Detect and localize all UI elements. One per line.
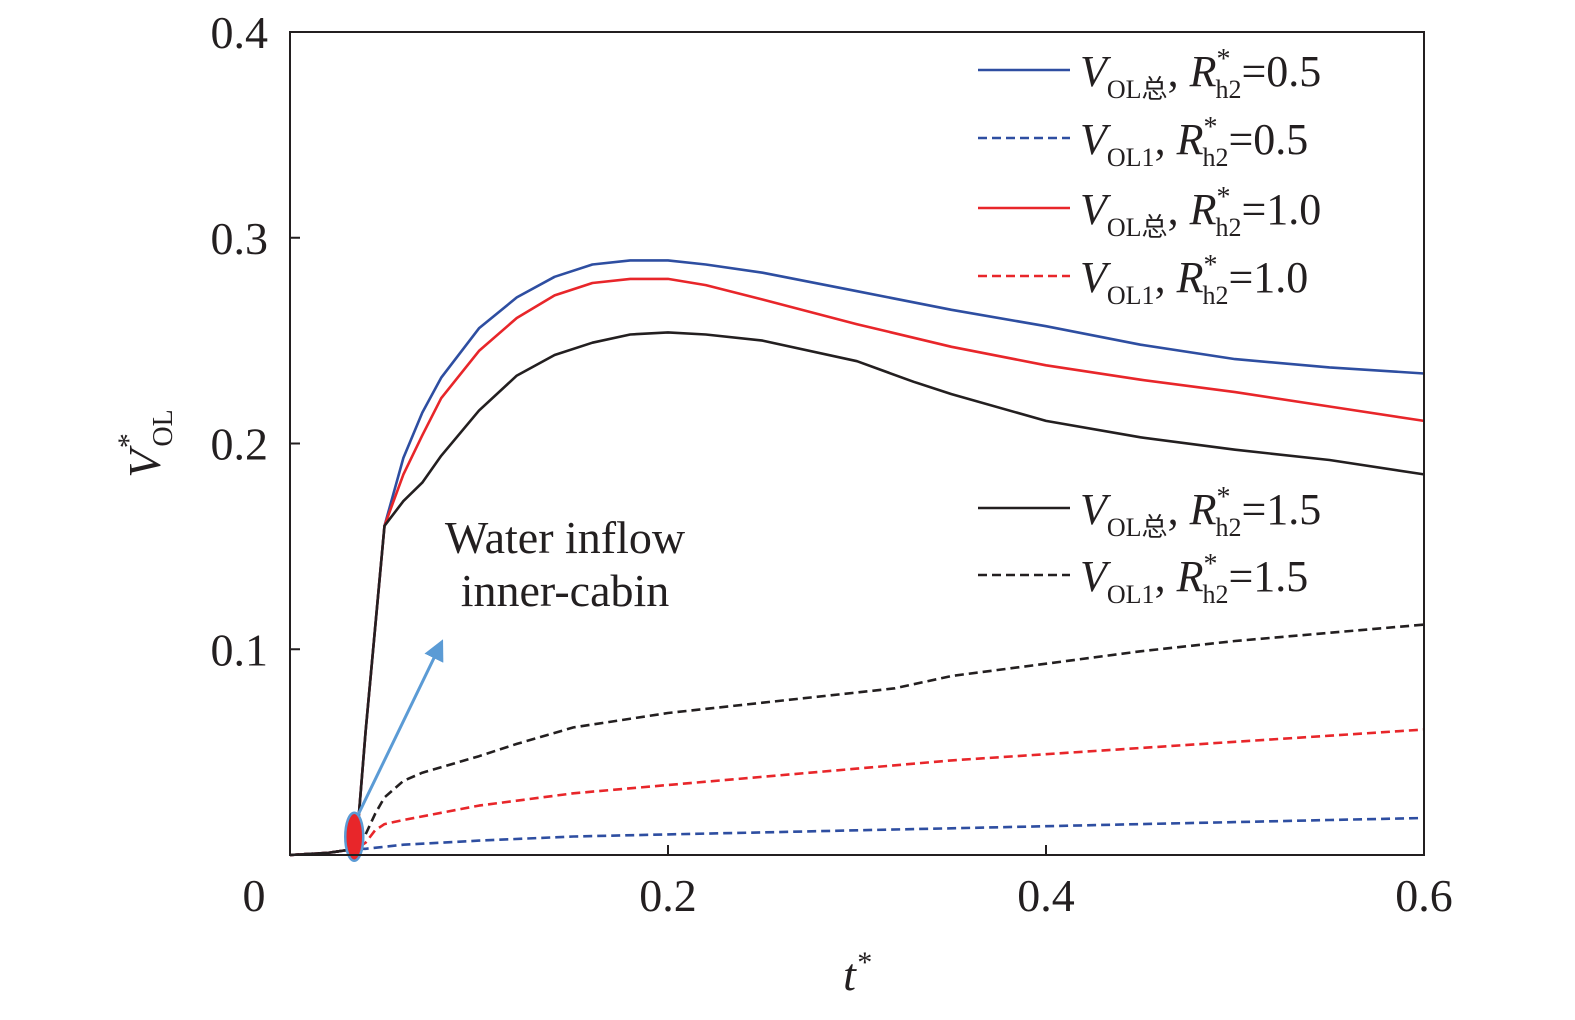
legend-label: VOL总, R* h2=0.5 bbox=[1080, 44, 1321, 104]
legend-label: VOL总, R* h2=1.5 bbox=[1080, 482, 1321, 542]
legend-item: VOL总, R* h2=1.0 bbox=[978, 182, 1321, 242]
series-line-2 bbox=[289, 816, 1425, 857]
y-axis: 0.1 0.2 0.3 0.4 bbox=[211, 7, 300, 675]
series-line-4 bbox=[289, 728, 1425, 857]
annotation-text-line: Water inflow bbox=[445, 512, 686, 563]
y-tick-label: 0.1 bbox=[211, 624, 269, 675]
annotation-text-line: inner-cabin bbox=[461, 565, 670, 616]
legend-label: VOL总, R* h2=1.0 bbox=[1080, 182, 1321, 242]
legend-item: VOL总, R* h2=0.5 bbox=[978, 44, 1321, 104]
legend-label: VOL1, R* h2=1.5 bbox=[1080, 549, 1308, 609]
annotation-marker bbox=[344, 811, 365, 862]
legend-item: VOL1, R* h2=1.5 bbox=[978, 549, 1308, 609]
x-tick-label: 0.6 bbox=[1395, 870, 1453, 921]
y-axis-label-main: V bbox=[119, 445, 170, 478]
x-tick-label: 0.4 bbox=[1017, 870, 1075, 921]
x-tick-label: 0.2 bbox=[639, 870, 697, 921]
y-axis-label-sup: * bbox=[112, 435, 145, 450]
y-axis-label: V* OL bbox=[112, 409, 179, 477]
legend-item: VOL总, R* h2=1.5 bbox=[978, 482, 1321, 542]
x-axis-label-main: t bbox=[843, 949, 857, 1000]
legend-item: VOL1, R* h2=0.5 bbox=[978, 112, 1308, 172]
x-tick-label: 0 bbox=[243, 870, 266, 921]
y-tick-label: 0.2 bbox=[211, 419, 269, 470]
y-axis-label-sub: OL bbox=[148, 409, 179, 446]
x-axis: 0 0.2 0.4 0.6 bbox=[243, 845, 1453, 921]
x-axis-label: t* bbox=[843, 946, 871, 1000]
y-tick-label: 0.4 bbox=[211, 7, 269, 58]
series-line-5 bbox=[289, 331, 1425, 857]
legend-item: VOL1, R* h2=1.0 bbox=[978, 250, 1308, 310]
legend-label: VOL1, R* h2=0.5 bbox=[1080, 112, 1308, 172]
legend-label: VOL1, R* h2=1.0 bbox=[1080, 250, 1308, 310]
y-tick-label: 0.3 bbox=[211, 213, 269, 264]
series-line-6 bbox=[289, 623, 1425, 857]
annotation-arrow bbox=[352, 639, 444, 824]
x-axis-label-sup: * bbox=[856, 946, 871, 979]
legend: VOL总, R* h2=0.5 VOL1, R* h2=0.5 VOL总, R* h2=1… bbox=[978, 44, 1321, 609]
